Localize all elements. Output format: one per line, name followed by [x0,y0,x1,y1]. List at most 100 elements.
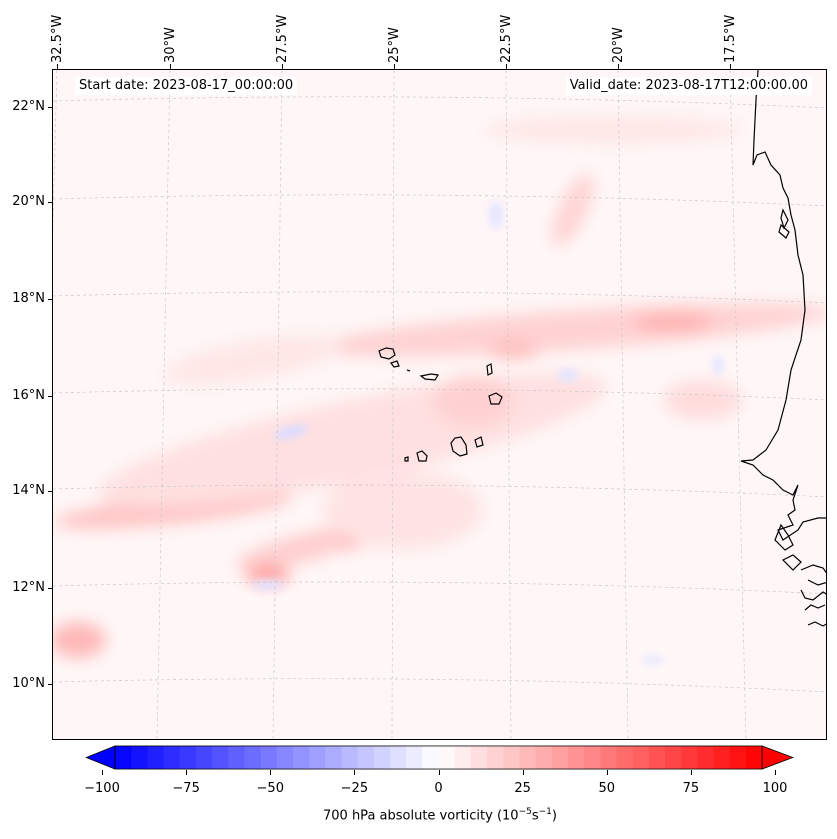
colorbar-segment [535,745,553,770]
colorbar-outline [114,745,763,770]
colorbar-segment [632,745,650,770]
colorbar-tick-label: 50 [598,781,616,796]
colorbar-segment [487,745,504,770]
colorbar-tick-label: −50 [256,781,284,796]
colorbar-max-extension [761,745,794,770]
colorbar-segment [373,745,391,770]
longitude-tick [394,64,395,69]
colorbar-segment [163,745,181,770]
colorbar-segment [729,745,747,770]
colorbar-segment [681,745,698,770]
colorbar-segment [260,745,278,770]
latitude-label: 14°N [12,483,45,498]
colorbar-tick-label: 25 [514,781,531,796]
colorbar-tick [186,770,188,775]
colorbar-caption: 700 hPa absolute vorticity (10−5s−1) [323,807,557,824]
colorbar-segment [115,745,132,770]
negative-vorticity-spots [252,201,724,665]
colorbar-segment [438,745,456,770]
colorbar-tick [606,770,608,775]
longitude-label: 27.5°W [275,14,290,63]
colorbar-segment [228,745,245,770]
colorbar-segment [147,745,165,770]
longitude-tick [618,64,619,69]
colorbar-segment [131,745,148,770]
colorbar-segment [745,745,763,770]
colorbar-segment [309,745,326,770]
colorbar-segment [276,745,294,770]
colorbar-tick-label: −25 [340,781,369,796]
colorbar-segment [454,745,472,770]
colorbar-tick [690,770,692,775]
start-date-label: Start date: 2023-08-17_00:00:00 [75,77,298,95]
latitude-label: 10°N [12,676,45,691]
colorbar-tick [522,770,524,775]
colorbar-tick [102,770,103,775]
african-coastline [740,70,826,627]
colorbar-segment [616,745,634,770]
colorbar-segment [551,745,569,770]
colorbar-segment [325,745,342,770]
colorbar-tick-label: 100 [762,781,788,796]
colorbar-tick-label: −75 [172,781,200,796]
colorbar-segment [470,745,488,770]
longitude-label: 17.5°W [723,14,738,63]
colorbar-segment [179,745,197,770]
valid-date-label: Valid_date: 2023-08-17T12:00:00.00 [565,77,812,95]
colorbar-tick [438,770,440,775]
colorbar-segment [648,745,666,770]
longitude-label: 30°W [163,27,178,63]
colorbar-segment [357,745,375,770]
positive-vorticity-bands [53,116,826,658]
colorbar-tick-label: −100 [84,781,120,796]
colorbar-segment [244,745,262,770]
colorbar-tick [354,770,356,775]
colorbar [85,745,794,770]
colorbar-tick [270,770,272,775]
colorbar-segment [422,745,440,770]
latitude-label: 20°N [12,194,45,209]
colorbar-segment [195,745,213,770]
colorbar-segment [212,745,229,770]
longitude-label: 20°W [611,27,626,63]
colorbar-segment [406,745,423,770]
colorbar-segment [600,745,617,770]
colorbar-segment [390,745,407,770]
longitude-tick [282,64,283,69]
colorbar-tick-label: 0 [434,781,443,796]
colorbar-segment [584,745,601,770]
vorticity-map [52,69,827,740]
colorbar-segment [503,745,520,770]
latitude-tick [48,684,53,685]
longitude-tick [57,64,58,69]
colorbar-tick-label: 75 [682,781,700,796]
graticule [53,70,826,739]
longitude-tick [170,64,171,69]
longitude-label: 25°W [387,27,402,63]
longitude-tick [730,64,731,69]
latitude-tick [48,202,53,203]
latitude-label: 18°N [12,291,45,306]
latitude-label: 12°N [12,580,45,595]
colorbar-tick [775,770,776,775]
latitude-tick [48,396,53,397]
cape-verde-islands [378,347,503,462]
colorbar-segment [697,745,715,770]
latitude-tick [48,491,53,492]
latitude-tick [48,299,53,300]
latitude-label: 22°N [12,99,45,114]
latitude-tick [48,107,53,108]
colorbar-segment [341,745,359,770]
vorticity-field [53,70,826,739]
colorbar-segment [665,745,682,770]
longitude-label: 32.5°W [50,14,65,63]
colorbar-min-extension [85,745,116,770]
latitude-tick [48,588,53,589]
longitude-tick [506,64,507,69]
latitude-label: 16°N [12,388,45,403]
colorbar-segment [292,745,310,770]
colorbar-segment [567,745,585,770]
longitude-label: 22.5°W [499,14,514,63]
colorbar-segment [519,745,537,770]
colorbar-segment [713,745,731,770]
